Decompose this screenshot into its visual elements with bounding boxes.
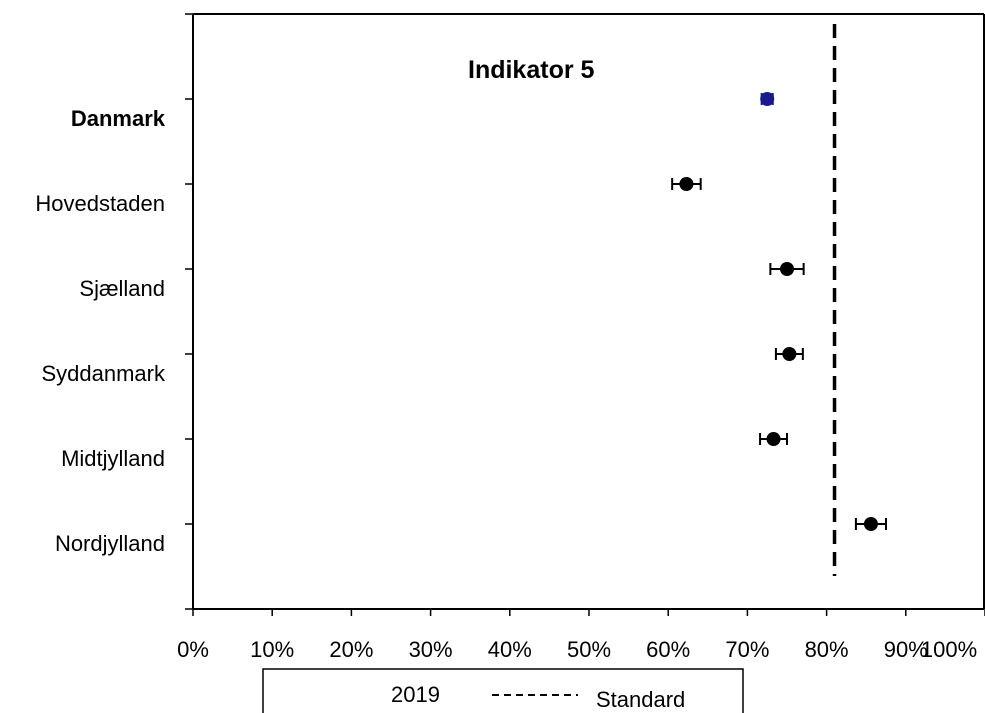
- x-tick-label-7: 70%: [725, 637, 769, 662]
- x-tick-label-10: 100%: [921, 637, 977, 662]
- x-tick-label-9: 90%: [884, 637, 928, 662]
- axes: [192, 13, 985, 610]
- legend-standard-label: Standard: [596, 687, 685, 712]
- y-label-midtjylland: Midtjylland: [61, 446, 165, 471]
- y-label-sjælland: Sjælland: [79, 276, 165, 301]
- x-tick-label-2: 20%: [329, 637, 373, 662]
- y-label-danmark: Danmark: [71, 106, 166, 131]
- data-point-nordjylland: [863, 517, 878, 531]
- y-label-hovedstaden: Hovedstaden: [35, 191, 165, 216]
- data-point-midtjylland: [766, 432, 781, 446]
- x-tick-label-4: 40%: [488, 637, 532, 662]
- y-axis-ticks: [185, 13, 193, 610]
- x-tick-label-3: 30%: [409, 637, 453, 662]
- data-point-sjælland: [780, 262, 794, 276]
- y-axis-labels: Danmark Hovedstaden Sjælland Syddanmark Midt…: [35, 106, 166, 556]
- x-tick-label-0: 0%: [177, 637, 209, 662]
- x-tick-label-5: 50%: [567, 637, 611, 662]
- data-point-danmark: [760, 92, 775, 106]
- data-point-hovedstaden: [679, 177, 694, 191]
- data-points: [671, 92, 887, 531]
- x-tick-label-8: 80%: [805, 637, 849, 662]
- x-tick-label-6: 60%: [646, 637, 690, 662]
- chart-title: Indikator 5: [468, 56, 595, 84]
- y-label-nordjylland: Nordjylland: [55, 531, 165, 556]
- legend-series-label: 2019: [391, 682, 440, 707]
- legend: 2019 Standard: [262, 668, 744, 713]
- data-point-syddanmark: [782, 347, 797, 361]
- x-axis-ticks: 0% 10% 20% 30% 40% 50% 60% 70% 80% 90%100%: [177, 609, 985, 662]
- y-label-syddanmark: Syddanmark: [41, 361, 166, 386]
- legend-box: [262, 668, 744, 713]
- x-tick-label-1: 10%: [250, 637, 294, 662]
